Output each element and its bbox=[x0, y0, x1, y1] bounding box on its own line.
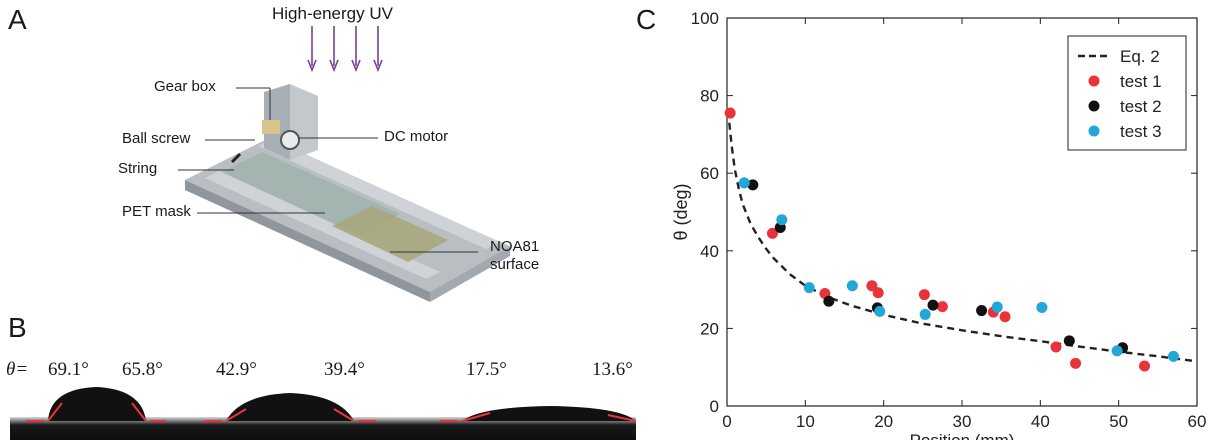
y-tick-label: 60 bbox=[700, 164, 719, 183]
apparatus-drawing bbox=[178, 26, 510, 302]
uv-arrows bbox=[307, 26, 383, 73]
base-side bbox=[430, 246, 510, 302]
dc-motor bbox=[280, 130, 300, 150]
chart-axes: 0 10 20 30 40 50 60 0 20 40 60 80 100 Position (mm) θ … bbox=[671, 9, 1206, 440]
point-test-3 bbox=[874, 305, 886, 317]
uv-label: High-energy UV bbox=[272, 4, 393, 23]
x-tick-label: 60 bbox=[1188, 412, 1207, 431]
x-tick-label: 20 bbox=[874, 412, 893, 431]
x-tick-label: 50 bbox=[1109, 412, 1128, 431]
point-test-1 bbox=[1050, 341, 1062, 353]
rail-front bbox=[205, 171, 440, 279]
point-test-3 bbox=[1111, 345, 1123, 357]
point-test-1 bbox=[1139, 360, 1151, 372]
panel-label-b: B bbox=[8, 312, 27, 343]
point-test-1 bbox=[866, 280, 878, 292]
x-tick-label: 40 bbox=[1031, 412, 1050, 431]
string-line bbox=[230, 152, 242, 164]
string-label: String bbox=[118, 160, 158, 177]
x-tick-label: 10 bbox=[796, 412, 815, 431]
y-tick-label: 80 bbox=[700, 87, 719, 106]
point-test-2 bbox=[747, 179, 759, 191]
theta-prefix: θ= bbox=[6, 359, 29, 380]
point-test-2 bbox=[976, 305, 988, 317]
legend-swatch bbox=[1088, 100, 1100, 112]
point-test-3 bbox=[919, 308, 931, 320]
point-test-2 bbox=[823, 295, 835, 307]
point-test-3 bbox=[991, 301, 1003, 313]
uv-arrow-head-3 bbox=[351, 59, 361, 73]
legend-box bbox=[1067, 35, 1187, 151]
droplet-3 bbox=[462, 406, 636, 421]
y-axis-label: θ (deg) bbox=[671, 183, 691, 240]
droplet-photo bbox=[10, 387, 637, 440]
legend: Eq. 2 test 1 test 2 test 3 bbox=[1067, 35, 1187, 151]
point-test-3 bbox=[738, 177, 750, 189]
noa81-surface bbox=[332, 206, 448, 262]
legend-entry: test 1 bbox=[1120, 72, 1162, 91]
point-test-3 bbox=[1168, 350, 1179, 362]
uv-arrow-head-1 bbox=[307, 59, 317, 73]
noa81-label-line1: NOA81 bbox=[490, 238, 540, 255]
angle-label-4: 39.4° bbox=[324, 359, 365, 380]
point-test-1 bbox=[766, 227, 778, 239]
x-axis-label: Position (mm) bbox=[910, 431, 1015, 440]
point-test-1 bbox=[724, 107, 736, 119]
panel-label-c: C bbox=[636, 4, 657, 35]
setup-illustration: High-energy UV Gear box Ball screw DC mo… bbox=[0, 0, 640, 310]
substrate bbox=[10, 417, 636, 440]
uv-arrow-head-4 bbox=[373, 59, 383, 73]
droplet-panel: θ= 69.1° 65.8° 42.9° 39.4° 17.5° 13.6° bbox=[0, 355, 640, 440]
legend-entry: test 3 bbox=[1120, 122, 1162, 141]
y-tick-label: 20 bbox=[700, 319, 719, 338]
dc-motor-label: DC motor bbox=[384, 128, 449, 145]
x-tick-label: 30 bbox=[953, 412, 972, 431]
y-tick-label: 100 bbox=[691, 9, 719, 28]
angle-label-3: 42.9° bbox=[216, 359, 257, 380]
angle-label-6: 13.6° bbox=[592, 359, 633, 380]
point-test-2 bbox=[1063, 335, 1075, 347]
y-tick-label: 40 bbox=[700, 242, 719, 261]
contact-angle-chart: 0 10 20 30 40 50 60 0 20 40 60 80 100 Position (mm) θ … bbox=[671, 9, 1206, 440]
legend-swatch bbox=[1088, 125, 1100, 137]
contact-angle-arrows bbox=[26, 402, 637, 422]
uv-arrow-head-2 bbox=[329, 59, 339, 73]
fit-curve bbox=[728, 122, 1198, 363]
legend-entry: Eq. 2 bbox=[1120, 47, 1160, 66]
point-test-1 bbox=[999, 311, 1011, 323]
angle-label-2: 65.8° bbox=[122, 359, 163, 380]
base-front bbox=[185, 180, 430, 302]
point-test-3 bbox=[803, 282, 815, 294]
point-test-1 bbox=[918, 289, 930, 301]
gear-box-label: Gear box bbox=[154, 78, 216, 95]
point-test-2 bbox=[927, 299, 939, 311]
ball-screw-label: Ball screw bbox=[122, 130, 191, 147]
angle-label-5: 17.5° bbox=[466, 359, 507, 380]
angle-label-1: 69.1° bbox=[48, 359, 89, 380]
x-tick-label: 0 bbox=[722, 412, 731, 431]
point-test-3 bbox=[1036, 301, 1048, 313]
rail-back bbox=[258, 139, 500, 249]
pet-mask-label: PET mask bbox=[122, 203, 191, 220]
point-test-1 bbox=[1070, 357, 1082, 369]
data-points bbox=[724, 107, 1179, 372]
legend-entry: test 2 bbox=[1120, 97, 1162, 116]
gear-box bbox=[262, 120, 280, 134]
panel-label-a: A bbox=[8, 4, 27, 35]
point-test-3 bbox=[846, 280, 858, 292]
point-test-3 bbox=[776, 214, 788, 226]
droplet-2 bbox=[226, 393, 354, 421]
y-tick-label: 0 bbox=[710, 397, 719, 416]
point-test-1 bbox=[936, 301, 948, 313]
fit-line bbox=[728, 122, 1198, 363]
legend-swatch bbox=[1088, 75, 1100, 87]
droplet-1 bbox=[48, 387, 146, 421]
noa81-label-line2: surface bbox=[490, 256, 540, 273]
point-test-1 bbox=[872, 287, 884, 299]
